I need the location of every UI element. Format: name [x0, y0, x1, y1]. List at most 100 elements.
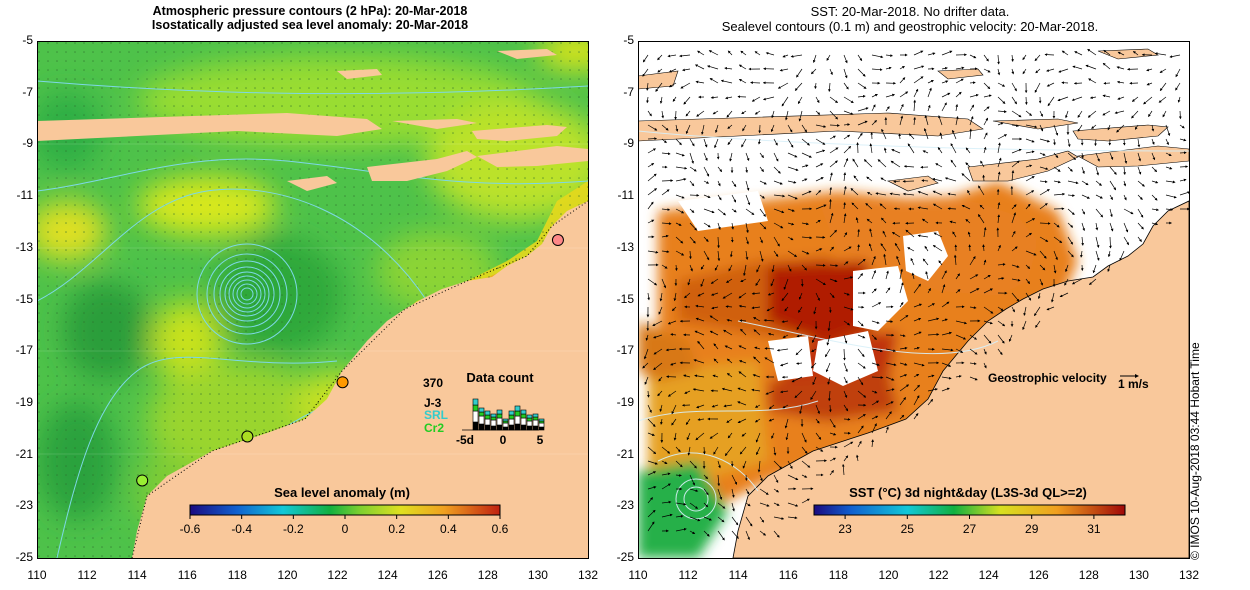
- velocity-arrow: [1025, 164, 1033, 168]
- velocity-arrow: [773, 250, 779, 258]
- velocity-arrow: [773, 460, 783, 470]
- velocity-arrow: [899, 65, 905, 70]
- velocity-arrow: [927, 104, 931, 112]
- velocity-arrow: [787, 474, 799, 481]
- velocity-arrow: [1011, 264, 1020, 268]
- velocity-arrow: [1165, 208, 1174, 211]
- velocity-arrow: [647, 110, 652, 117]
- velocity-arrow: [653, 362, 663, 371]
- velocity-arrow: [657, 54, 663, 61]
- velocity-arrow: [725, 305, 733, 308]
- velocity-arrow: [815, 177, 824, 182]
- velocity-arrow: [843, 123, 851, 126]
- velocity-arrow: [941, 362, 952, 367]
- velocity-arrow: [1025, 232, 1033, 238]
- velocity-arrow: [955, 289, 961, 294]
- velocity-arrow: [759, 152, 764, 159]
- velocity-arrow: [771, 110, 775, 119]
- velocity-arrow: [843, 246, 852, 252]
- velocity-arrow: [738, 78, 747, 84]
- data-count-bar: [478, 423, 485, 431]
- velocity-arrow: [913, 283, 921, 294]
- velocity-arrow: [757, 138, 761, 145]
- velocity-arrow: [913, 76, 924, 84]
- velocity-arrow: [815, 418, 820, 424]
- velocity-arrow: [815, 138, 826, 145]
- velocity-arrow: [710, 278, 719, 284]
- velocity-arrow: [1151, 124, 1155, 132]
- velocity-arrow: [712, 374, 719, 378]
- velocity-arrow: [773, 474, 779, 483]
- velocity-arrow: [779, 68, 789, 72]
- data-count-bar: [508, 410, 515, 416]
- velocity-arrow: [924, 245, 929, 252]
- velocity-arrow: [766, 306, 775, 312]
- velocity-arrow: [784, 418, 789, 429]
- velocity-arrow: [773, 502, 780, 506]
- velocity-arrow: [899, 91, 909, 98]
- velocity-arrow: [745, 236, 749, 245]
- data-count-bar: [526, 425, 533, 431]
- velocity-arrow: [1071, 96, 1083, 101]
- velocity-arrow: [710, 96, 719, 99]
- velocity-arrow: [1179, 138, 1187, 142]
- velocity-arrow: [857, 244, 860, 252]
- velocity-arrow: [865, 202, 873, 210]
- velocity-arrow: [684, 292, 691, 299]
- velocity-arrow: [1039, 236, 1049, 242]
- velocity-arrow: [1011, 82, 1017, 92]
- velocity-arrow: [955, 66, 965, 70]
- velocity-arrow: [941, 376, 952, 380]
- velocity-arrow: [871, 288, 877, 294]
- velocity-arrow: [738, 371, 747, 378]
- velocity-arrow: [679, 54, 691, 58]
- velocity-arrow: [965, 147, 971, 154]
- velocity-arrow: [647, 124, 658, 131]
- velocity-arrow: [801, 446, 808, 454]
- velocity-arrow: [703, 180, 710, 184]
- velocity-arrow: [1116, 80, 1125, 84]
- velocity-arrow: [703, 250, 710, 261]
- velocity-arrow: [689, 180, 695, 187]
- data-count-bar: [508, 414, 515, 420]
- velocity-arrow: [714, 138, 719, 149]
- velocity-arrow: [787, 502, 799, 507]
- velocity-arrow: [885, 376, 895, 381]
- velocity-arrow: [1091, 124, 1097, 129]
- velocity-arrow: [867, 191, 873, 196]
- velocity-arrow: [675, 208, 685, 214]
- velocity-arrow: [695, 80, 705, 84]
- velocity-arrow: [997, 201, 1001, 210]
- velocity-arrow: [764, 347, 775, 350]
- velocity-arrow: [773, 180, 783, 185]
- velocity-arrow: [1067, 208, 1075, 216]
- velocity-arrow: [810, 68, 817, 75]
- sst-map[interactable]: Geostrophic velocity 1 m/s SST (°C) 3d n…: [638, 41, 1189, 558]
- velocity-arrow: [961, 204, 971, 210]
- velocity-arrow: [717, 180, 721, 187]
- velocity-arrow: [703, 194, 711, 199]
- velocity-arrow: [1067, 222, 1074, 228]
- velocity-arrow: [1116, 124, 1125, 133]
- satellite-j3-label: J-3: [424, 396, 442, 410]
- velocity-arrow: [921, 218, 929, 224]
- velocity-arrow: [673, 432, 677, 441]
- velocity-arrow: [899, 103, 904, 112]
- velocity-arrow: [798, 292, 803, 300]
- velocity-arrow: [801, 190, 812, 196]
- velocity-arrow: [961, 173, 971, 182]
- sea-level-anomaly-map[interactable]: Sea level anomaly (m) -0.6 -0.4 -0.2 0 0.2 0.…: [37, 41, 588, 558]
- velocity-arrow: [660, 418, 663, 425]
- velocity-arrow: [1011, 292, 1020, 302]
- velocity-arrow: [843, 68, 848, 79]
- velocity-arrow: [685, 418, 691, 426]
- velocity-arrow: [969, 104, 975, 112]
- velocity-arrow: [891, 149, 901, 154]
- velocity-arrow: [941, 318, 948, 322]
- velocity-arrow: [745, 152, 750, 162]
- velocity-arrow: [1064, 278, 1069, 286]
- velocity-arrow: [913, 412, 919, 420]
- velocity-arrow: [661, 264, 668, 269]
- velocity-arrow: [899, 396, 906, 406]
- velocity-arrow: [899, 362, 908, 366]
